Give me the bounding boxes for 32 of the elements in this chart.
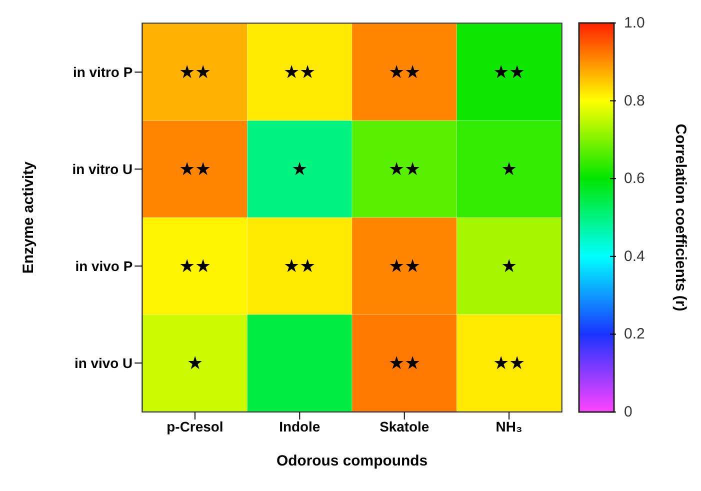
data-label: ★★ <box>388 256 420 276</box>
data-label: ★★ <box>493 62 526 82</box>
y-tick-label: in vitro U <box>72 161 133 178</box>
x-tick-label: Skatole <box>380 418 430 434</box>
y-tick-label: in vivo P <box>75 258 133 274</box>
x-tick-label: NH₃ <box>496 418 522 434</box>
data-label: ★★ <box>388 159 420 180</box>
data-label: ★★ <box>388 62 420 82</box>
color-bar-label: 0.8 <box>624 92 646 110</box>
data-label: ★★ <box>178 62 211 82</box>
y-axis-title: Enzyme activity <box>20 160 38 274</box>
x-axis-title: Odorous compounds <box>276 452 428 470</box>
color-bar-label: 0.2 <box>624 326 646 343</box>
data-label: ★ <box>501 256 518 276</box>
y-tick-label: in vitro P <box>73 64 133 80</box>
color-bar-title: Correlation coefficients (r) <box>672 124 690 312</box>
data-label: ★ <box>186 353 203 374</box>
color-bar-label: 0.4 <box>624 248 646 265</box>
data-label: ★★ <box>284 256 316 276</box>
color-bar-label: 1.0 <box>624 14 646 32</box>
x-tick-label: p-Cresol <box>166 418 224 434</box>
y-tick-label: in vivo U <box>74 354 133 371</box>
data-label: ★★ <box>178 159 211 180</box>
data-label: ★★ <box>284 62 316 82</box>
color-bar-label: 0.6 <box>624 170 646 188</box>
data-label: ★ <box>501 159 518 180</box>
data-label: ★★ <box>493 353 526 374</box>
color-bar-label: 0 <box>624 404 633 420</box>
data-label: ★ <box>292 159 308 180</box>
data-label: ★★ <box>178 256 211 276</box>
x-tick-label: Indole <box>279 418 320 434</box>
data-label: ★★ <box>388 353 420 374</box>
